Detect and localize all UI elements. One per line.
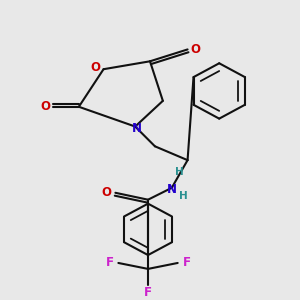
Text: O: O	[190, 43, 200, 56]
Text: F: F	[183, 256, 190, 269]
Text: H: H	[175, 167, 184, 177]
Text: O: O	[101, 186, 112, 199]
Text: N: N	[132, 122, 142, 135]
Text: F: F	[144, 286, 152, 299]
Text: O: O	[40, 100, 50, 113]
Text: N: N	[167, 183, 177, 196]
Text: H: H	[179, 191, 188, 201]
Text: O: O	[91, 61, 100, 74]
Text: F: F	[106, 256, 113, 269]
